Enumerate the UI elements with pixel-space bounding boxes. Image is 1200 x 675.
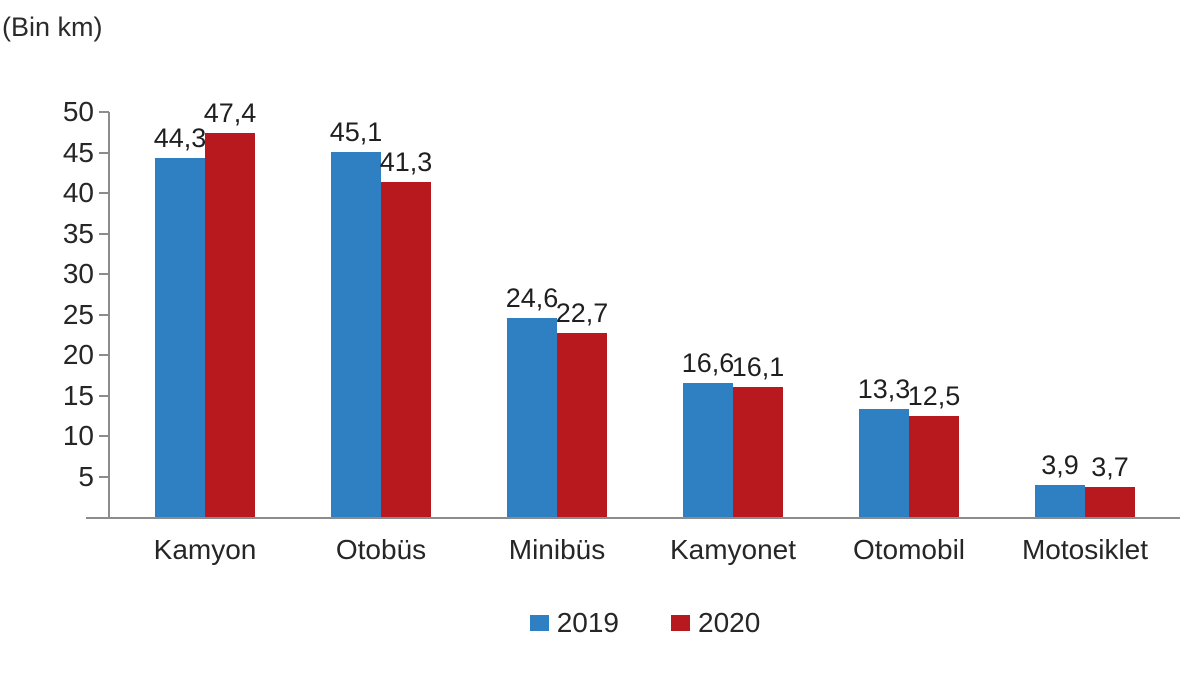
bar-value-label-2020-kamyon: 47,4: [203, 98, 257, 129]
bar-2020-motosiklet: [1085, 487, 1135, 517]
y-axis-tick-label: 5: [78, 460, 94, 492]
bar-2020-minibüs: [557, 333, 607, 517]
y-axis-tick-label: 50: [62, 96, 94, 127]
x-axis-category-label: Otobüs: [335, 534, 427, 565]
y-axis-tick-label: 20: [62, 339, 94, 370]
legend-label-2020: 2020: [698, 607, 761, 638]
bar-2019-kamyon: [155, 158, 205, 517]
y-axis-tick-label: 10: [62, 420, 94, 451]
x-axis-category-label: Otomobil: [852, 534, 966, 565]
x-axis-category-label: Motosiklet: [1021, 534, 1149, 565]
x-axis-category-label: Kamyonet: [669, 534, 797, 565]
y-axis-tick: [99, 232, 109, 235]
bar-2020-otobüs: [381, 182, 431, 517]
y-axis-tick: [99, 313, 109, 316]
legend-label-2019: 2019: [556, 607, 619, 638]
legend-swatch-2019: [529, 615, 549, 631]
y-axis-tick-label: 45: [62, 136, 94, 168]
bar-value-label-2020-minibüs: 22,7: [555, 298, 609, 329]
y-axis-tick: [99, 111, 109, 113]
bar-value-label-2019-otomobil: 13,3: [857, 374, 911, 405]
y-axis-tick: [99, 273, 109, 275]
y-axis-tick-label: 25: [62, 298, 94, 330]
y-axis-tick: [99, 475, 109, 478]
y-axis-line: [108, 112, 110, 517]
bar-value-label-2019-kamyonet: 16,6: [681, 347, 735, 378]
x-axis-category-label: Kamyon: [153, 534, 257, 565]
bar-value-label-2019-otobüs: 45,1: [329, 116, 383, 147]
bar-2019-kamyonet: [683, 382, 733, 517]
bar-value-label-2020-kamyonet: 16,1: [731, 351, 785, 382]
y-axis-tick-label: 40: [62, 177, 94, 208]
bar-value-label-2019-motosiklet: 3,9: [1041, 450, 1079, 481]
y-axis-tick: [99, 192, 109, 194]
bar-value-label-2020-otomobil: 12,5: [907, 380, 961, 411]
y-axis-tick-label: 30: [62, 258, 94, 289]
y-axis-tick: [99, 151, 109, 154]
legend-swatch-2020: [671, 615, 690, 631]
bar-value-label-2019-kamyon: 44,3: [153, 123, 207, 154]
y-axis-tick: [99, 394, 109, 397]
y-axis-tick-label: 35: [62, 217, 94, 249]
y-axis-tick: [99, 435, 109, 437]
unit-label: (Bin km): [2, 12, 103, 42]
legend-item-2019: 2019: [529, 606, 619, 640]
y-axis-tick-label: 15: [62, 379, 94, 411]
bar-2020-kamyonet: [733, 386, 783, 517]
legend-item-2020: 2020: [671, 606, 760, 640]
x-axis-category-label: Minibüs: [508, 534, 606, 565]
y-axis-tick: [99, 354, 109, 356]
x-axis-line: [86, 517, 1180, 519]
bar-2019-otomobil: [859, 409, 909, 517]
bar-2019-motosiklet: [1035, 485, 1085, 517]
bar-value-label-2020-otobüs: 41,3: [379, 147, 433, 178]
legend: 2019 2020: [110, 606, 1180, 640]
bar-2019-otobüs: [331, 151, 381, 517]
bar-2020-kamyon: [205, 133, 255, 517]
bar-2020-otomobil: [909, 415, 959, 517]
bar-value-label-2020-motosiklet: 3,7: [1091, 452, 1129, 483]
bar-2019-minibüs: [507, 317, 557, 517]
bar-value-label-2019-minibüs: 24,6: [505, 282, 559, 313]
